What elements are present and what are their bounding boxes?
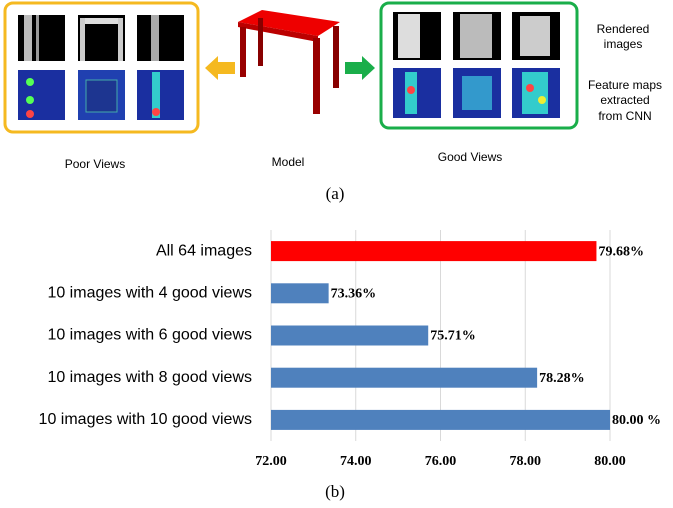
caption: (a): [326, 184, 345, 203]
value-label: 75.71%: [430, 329, 476, 344]
label: from CNN: [598, 109, 651, 123]
value-label: 80.00 %: [612, 413, 661, 428]
x-tick-label: 74.00: [340, 454, 372, 469]
x-tick-label: 80.00: [594, 454, 626, 469]
y-tick-label: All 64 images: [156, 242, 252, 259]
bar: [271, 283, 329, 304]
arrow-left: [205, 56, 235, 80]
panel-b: (b) 72.00 74.00 76.00 78.00 80.00 All 64 imag…: [39, 230, 661, 501]
value-label: 73.36%: [331, 287, 377, 302]
label: Good Views: [438, 150, 502, 164]
value-label: 79.68%: [598, 244, 644, 259]
bar: [271, 409, 610, 430]
y-tick-label: 10 images with 10 good views: [39, 411, 252, 428]
label: Feature maps: [588, 78, 662, 92]
x-tick-label: 72.00: [255, 454, 287, 469]
y-tick-label: 10 images with 6 good views: [47, 327, 252, 344]
y-tick-label: 10 images with 8 good views: [47, 369, 252, 386]
poor-thumbnails: [18, 15, 184, 120]
caption: (b): [325, 482, 345, 501]
poor-views-box: [3, 1, 200, 134]
bar: [271, 367, 538, 388]
label: Rendered: [597, 22, 650, 36]
label: extracted: [600, 93, 649, 107]
y-tick-label: 10 images with 4 good views: [47, 285, 252, 302]
table-model: [238, 10, 340, 114]
bar: [271, 241, 597, 262]
value-label: 78.28%: [539, 371, 585, 386]
arrow-right: [345, 56, 375, 80]
good-thumbnails: [393, 12, 560, 118]
label: Model: [272, 155, 305, 169]
label: images: [604, 37, 643, 51]
label: Poor Views: [65, 157, 125, 171]
good-views-box: [379, 1, 579, 130]
bar: [271, 325, 429, 346]
x-tick-label: 76.00: [425, 454, 457, 469]
panel-a: Rendered images Feature maps extracted f…: [3, 1, 662, 203]
x-tick-label: 78.00: [510, 454, 542, 469]
